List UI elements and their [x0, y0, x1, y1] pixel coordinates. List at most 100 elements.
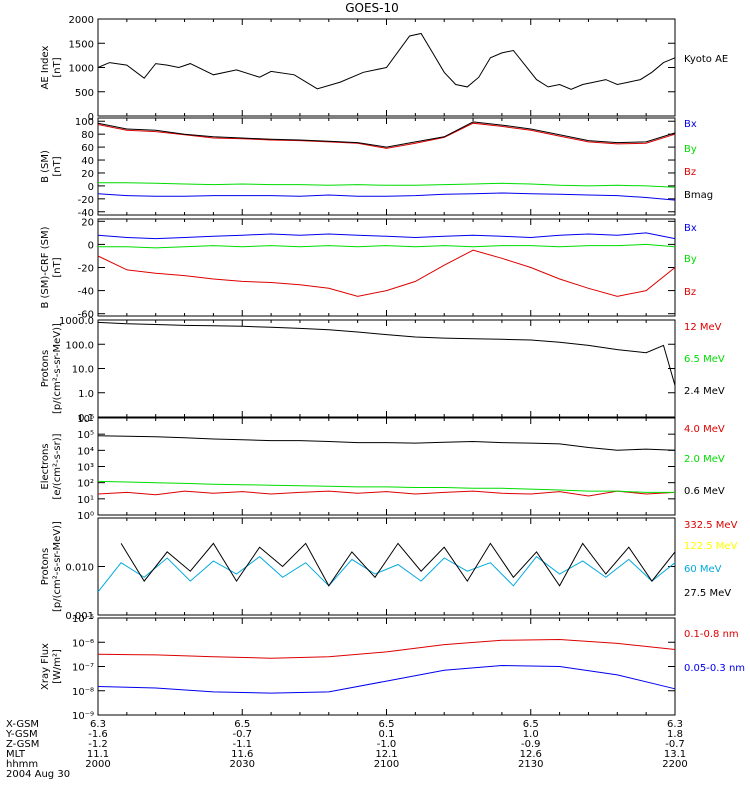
time-row-value: 1.0: [523, 729, 539, 740]
y-tick-label: 10¹: [77, 495, 94, 506]
time-row-value: 13.1: [664, 749, 686, 760]
time-row-value: 0.1: [379, 729, 395, 740]
y-axis-label: [nT]: [52, 257, 63, 277]
y-tick-label: -40: [78, 208, 94, 219]
series-line: [97, 121, 676, 148]
legend-label: 12 MeV: [684, 322, 722, 333]
time-row-value: -1.0: [377, 739, 397, 750]
time-row-value: 2130: [518, 759, 543, 770]
y-tick-label: 10⁻⁵: [72, 614, 94, 625]
time-row-value: 6.5: [234, 719, 250, 730]
y-tick-label: 40: [81, 156, 94, 167]
y-tick-label: 10⁶: [77, 414, 94, 425]
y-tick-label: 0.010: [65, 563, 94, 574]
legend-label: Bx: [684, 223, 697, 234]
chart-title: GOES-10: [345, 1, 399, 15]
y-axis-label: [nT]: [52, 156, 63, 176]
y-tick-label: 20: [81, 217, 94, 228]
series-line: [98, 243, 676, 249]
y-tick-label: 10.0: [72, 365, 94, 376]
time-row-label: MLT: [6, 749, 26, 760]
y-tick-label: 20: [81, 169, 94, 180]
series-line: [97, 435, 676, 451]
y-tick-label: -60: [78, 310, 94, 321]
time-row-value: 12.1: [375, 749, 397, 760]
y-tick-label: 10²: [77, 479, 94, 490]
y-tick-label: 10⁻⁸: [72, 687, 94, 698]
y-axis-label: Protons: [40, 548, 51, 585]
date-label: 2004 Aug 30: [6, 769, 70, 780]
panel-1: 0 500 1000 1500 2000 AE Index [nT] Kyoto AE: [40, 15, 728, 123]
time-row-label: X-GSM: [6, 719, 39, 730]
y-tick-label: 0.001: [65, 611, 94, 622]
legend-label: Bz: [684, 167, 696, 178]
time-row-value: -1.6: [88, 729, 108, 740]
panel-7: 10⁻⁹ 10⁻⁸ 10⁻⁷ 10⁻⁶ 10⁻⁵ Xray Flux [W/m²] 0.1-0…: [40, 614, 745, 722]
y-tick-label: 1500: [69, 39, 94, 50]
y-axis-label: Electrons: [40, 443, 51, 489]
legend-label: 60 MeV: [684, 564, 722, 575]
time-row-value: -0.7: [232, 729, 252, 740]
time-row-label: Z-GSM: [6, 739, 39, 750]
legend-label: Bmag: [684, 190, 713, 201]
time-row-value: -0.9: [521, 739, 541, 750]
panel-3: -60 -40 -20 0 20 B (SM)-CRF (SM) [nT] Bx By Bz: [40, 217, 697, 320]
legend-label: 4.0 MeV: [684, 424, 725, 435]
series-line: [97, 555, 676, 593]
legend-label: By: [684, 254, 697, 265]
y-tick-label: 100: [75, 117, 94, 128]
panel-5: 10⁰ 10¹ 10² 10³ 10⁴ 10⁵ 10⁶ Electrons [e/(cm²-s-…: [40, 414, 725, 522]
time-row-value: 6.5: [523, 719, 539, 730]
legend-label: 2.0 MeV: [684, 454, 725, 465]
time-row-value: -1.1: [232, 739, 252, 750]
y-axis-label: Protons: [40, 350, 51, 387]
y-tick-label: 10⁻⁷: [72, 663, 94, 674]
y-axis-label: B (SM)-CRF (SM): [40, 226, 51, 308]
y-tick-label: 500: [75, 88, 94, 99]
panel-4: 0.1 1.0 10.0 100.0 1000.0 Protons [p/(cm²-s-sr…: [40, 316, 725, 424]
y-tick-label: 10⁻⁶: [72, 638, 94, 649]
time-axis-labels: X-GSM 6.3 6.5 6.5 6.5 6.3 Y-GSM -1.6 -0.7 0.1 1.0 1…: [5, 719, 688, 780]
panel-2: -40 -20 0 20 40 60 80 100 B (SM) [nT] Bx By Bz Bmag: [40, 117, 713, 219]
y-axis-label: [p/(cm²-s-sr-MeV)]: [52, 521, 63, 612]
y-axis-label: [W/m²]: [52, 649, 63, 684]
time-row-value: 12.6: [520, 749, 542, 760]
y-axis-label: AE Index: [40, 45, 51, 89]
series-line: [97, 32, 676, 90]
series-line: [97, 480, 675, 493]
time-row-value: 2030: [230, 759, 255, 770]
y-tick-label: 1.0: [78, 389, 94, 400]
y-tick-label: 10³: [77, 463, 94, 474]
time-row-value: 1.8: [667, 729, 683, 740]
y-axis-label: B (SM): [40, 150, 51, 183]
y-tick-label: 2000: [69, 15, 94, 26]
y-tick-label: 10⁰: [77, 511, 94, 522]
y-tick-label: 0: [88, 240, 94, 251]
panel-frame: [97, 117, 676, 216]
time-row-value: -1.2: [88, 739, 108, 750]
series-line: [98, 182, 676, 188]
y-tick-label: -40: [78, 287, 94, 298]
y-tick-label: 10⁵: [77, 430, 94, 441]
y-tick-label: 10⁴: [77, 446, 94, 457]
y-tick-label: 1000.0: [59, 316, 94, 327]
panel-frame: [97, 417, 676, 516]
y-tick-label: 0.1: [78, 413, 94, 424]
legend-label: 0.05-0.3 nm: [684, 663, 745, 674]
time-row-value: 6.5: [379, 719, 395, 730]
legend-label: By: [684, 144, 697, 155]
y-axis-label: [p/(cm²-s-sr-MeV)]: [52, 323, 63, 414]
y-tick-label: -20: [78, 195, 94, 206]
y-tick-label: 80: [81, 130, 94, 141]
y-axis-label: [nT]: [52, 57, 63, 77]
panel-6: 0.001 0.010 Protons [p/(cm²-s-sr-MeV)] 332.5…: [40, 517, 738, 622]
y-tick-label: 60: [81, 143, 94, 154]
legend-label: 332.5 MeV: [684, 520, 738, 531]
legend-label: 0.1-0.8 nm: [684, 629, 739, 640]
legend-label: Bz: [684, 287, 696, 298]
time-row-value: 2000: [85, 759, 110, 770]
time-row-value: 2200: [662, 759, 687, 770]
time-row-value: 6.3: [90, 719, 106, 730]
